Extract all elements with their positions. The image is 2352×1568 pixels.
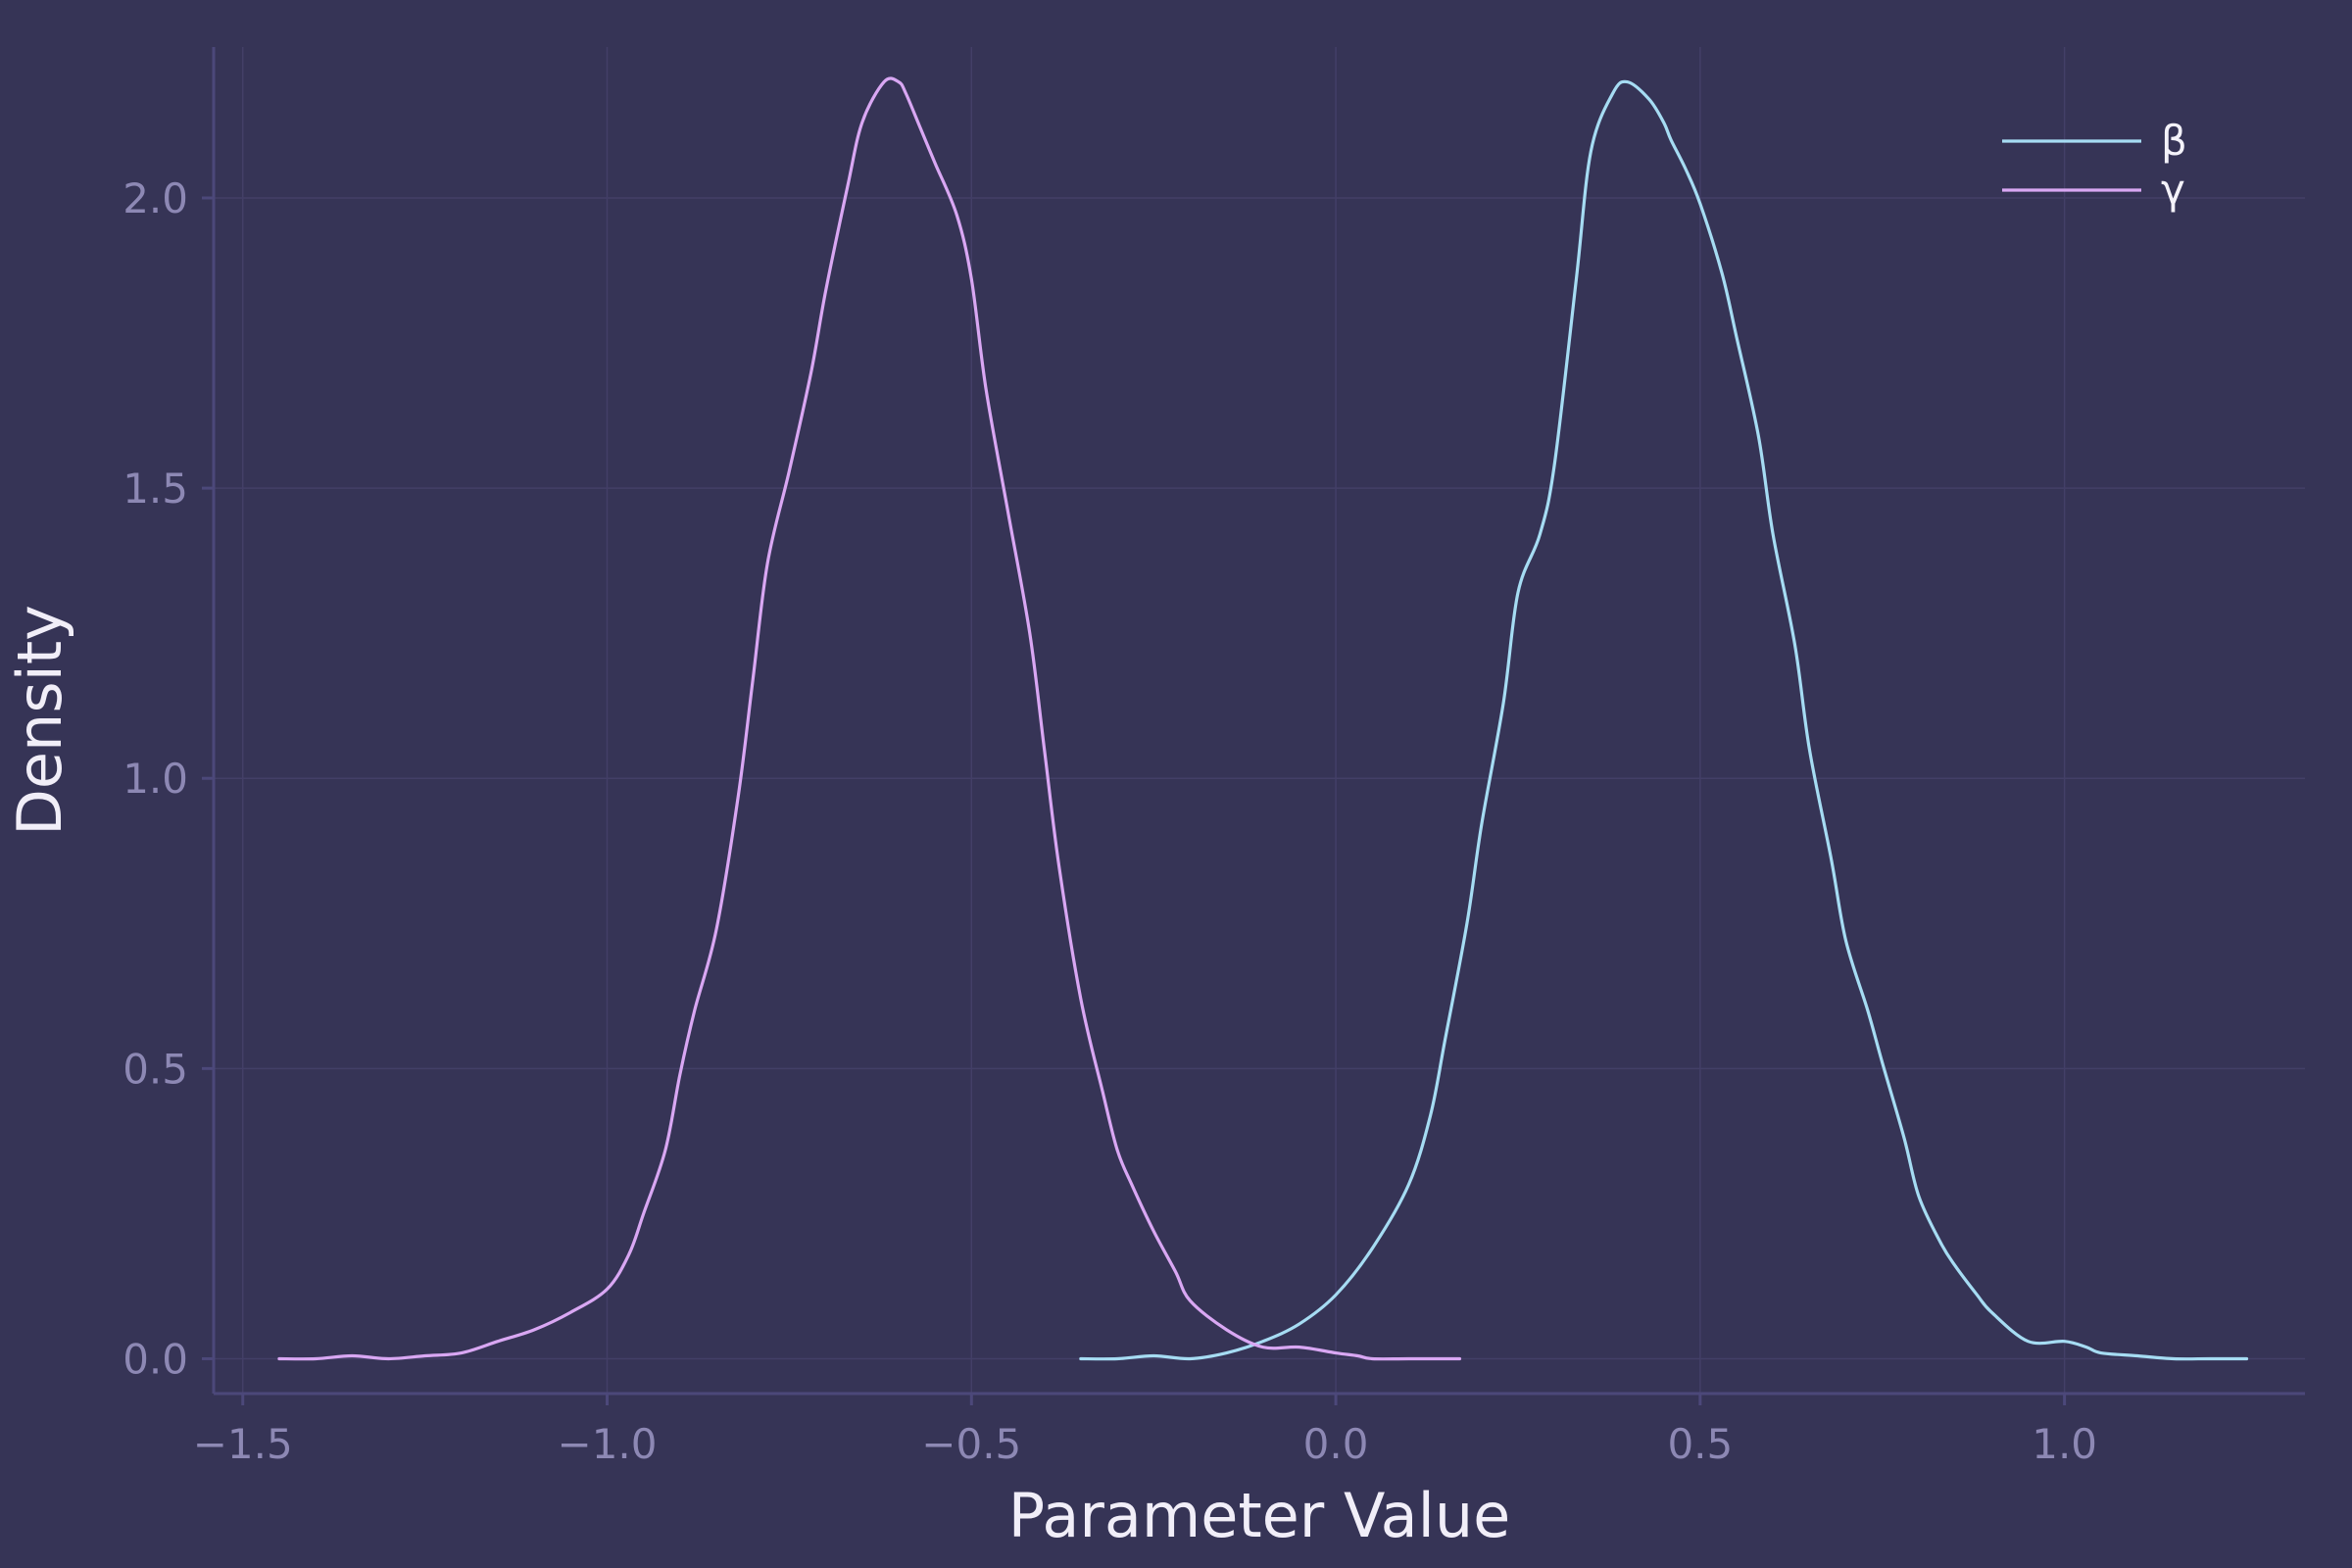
y-tick-label: 1.0 (122, 755, 188, 803)
x-tick-label: −1.0 (558, 1420, 658, 1468)
x-tick-label: 0.0 (1303, 1420, 1369, 1468)
series-line-beta (1079, 79, 2249, 1361)
series-line-gamma (277, 76, 1462, 1361)
legend: βγ (2002, 117, 2187, 214)
legend-label: γ (2161, 166, 2185, 214)
x-tick-label: 0.5 (1667, 1420, 1733, 1468)
series (277, 76, 2249, 1361)
y-tick-label: 1.5 (122, 465, 188, 513)
y-tick-label: 0.0 (122, 1335, 188, 1383)
y-tick-label: 2.0 (122, 174, 188, 222)
x-tick-label: −0.5 (921, 1420, 1021, 1468)
y-axis-label: Density (4, 605, 75, 836)
x-axis-label: Parameter Value (1008, 1480, 1511, 1551)
y-tick-label: 0.5 (122, 1045, 188, 1093)
x-tick-label: −1.5 (193, 1420, 293, 1468)
legend-label: β (2161, 117, 2187, 165)
x-tick-label: 1.0 (2032, 1420, 2097, 1468)
axes: −1.5 −1.0 −0.5 0.0 0.5 1.0 0.0 0.5 1.0 1.5 2.0 (122, 47, 2305, 1468)
